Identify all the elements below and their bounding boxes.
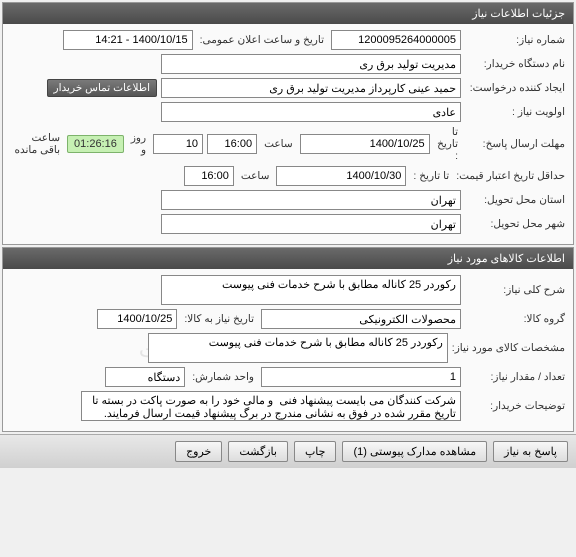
view-attachments-button[interactable]: مشاهده مدارک پیوستی (1) — [342, 441, 487, 462]
deadline-date-field — [300, 134, 430, 154]
exit-button[interactable]: خروج — [175, 441, 222, 462]
items-panel: اطلاعات کالاهای مورد نیاز سامانه تدارکات… — [2, 247, 574, 432]
items-header: اطلاعات کالاهای مورد نیاز — [3, 248, 573, 269]
back-button[interactable]: بازگشت — [228, 441, 288, 462]
validity-time-field — [184, 166, 234, 186]
pub-date-label: تاریخ و ساعت اعلان عمومی: — [197, 34, 327, 46]
validity-label: حداقل تاریخ اعتبار قیمت: — [456, 170, 565, 182]
priority-field — [161, 102, 461, 122]
days-and-label: روز و — [128, 132, 149, 156]
print-button[interactable]: چاپ — [294, 441, 337, 462]
deliver-city-label: شهر محل تحویل: — [465, 218, 565, 230]
time-label-2: ساعت — [238, 170, 273, 182]
till-label-2: تا تاریخ : — [410, 170, 452, 182]
group-field — [261, 309, 461, 329]
buyer-note-field — [81, 391, 461, 421]
remaining-time: 01:26:16 — [67, 135, 124, 153]
buyer-org-label: نام دستگاه خریدار: — [465, 58, 565, 70]
time-label-1: ساعت — [261, 138, 296, 150]
buyer-contact-button[interactable]: اطلاعات تماس خریدار — [47, 79, 157, 97]
priority-label: اولویت نیاز : — [465, 106, 565, 118]
action-bar: پاسخ به نیاز مشاهده مدارک پیوستی (1) چاپ… — [0, 434, 576, 468]
need-details-header: جزئیات اطلاعات نیاز — [3, 3, 573, 24]
deliver-city-field — [161, 214, 461, 234]
group-label: گروه کالا: — [465, 313, 565, 325]
deliver-prov-label: استان محل تحویل: — [465, 194, 565, 206]
unit-field — [105, 367, 185, 387]
buyer-org-field — [161, 54, 461, 74]
need-no-label: شماره نیاز: — [465, 34, 565, 46]
till-label-1: تا تاریخ : — [434, 126, 461, 162]
spec-field — [148, 333, 448, 363]
need-date-label: تاریخ نیاز به کالا: — [181, 313, 257, 325]
need-no-field — [331, 30, 461, 50]
remain-label: ساعت باقی مانده — [11, 132, 63, 156]
deliver-prov-field — [161, 190, 461, 210]
qty-field — [261, 367, 461, 387]
buyer-note-label: توضیحات خریدار: — [465, 400, 565, 412]
desc-label: شرح کلی نیاز: — [465, 284, 565, 296]
spec-label: مشخصات کالای مورد نیاز: — [452, 342, 565, 354]
deadline-label: مهلت ارسال پاسخ: — [465, 138, 565, 150]
creator-field — [161, 78, 461, 98]
qty-label: تعداد / مقدار نیاز: — [465, 371, 565, 383]
unit-label: واحد شمارش: — [189, 371, 257, 383]
desc-field — [161, 275, 461, 305]
need-details-panel: جزئیات اطلاعات نیاز شماره نیاز: تاریخ و … — [2, 2, 574, 245]
need-date-field — [97, 309, 177, 329]
days-field — [153, 134, 203, 154]
creator-label: ایجاد کننده درخواست: — [465, 82, 565, 94]
pub-date-field — [63, 30, 193, 50]
validity-date-field — [276, 166, 406, 186]
reply-button[interactable]: پاسخ به نیاز — [493, 441, 568, 462]
deadline-time-field — [207, 134, 257, 154]
